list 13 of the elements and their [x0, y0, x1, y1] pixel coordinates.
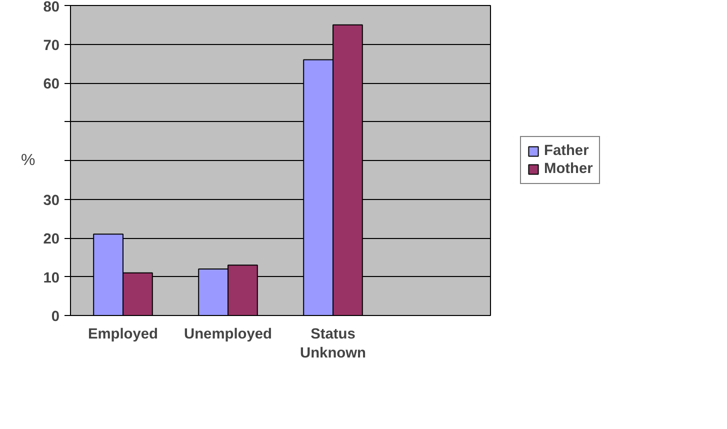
y-tick-label: 10 — [43, 270, 60, 286]
legend-label: Mother — [544, 161, 593, 177]
y-tick-label: 20 — [43, 232, 60, 248]
x-tick-label: Employed — [88, 326, 158, 342]
y-tick-label: 0 — [51, 309, 60, 325]
y-axis-title: % — [20, 152, 36, 169]
x-tick-label: Unemployed — [184, 326, 272, 342]
y-tick-label: 80 — [43, 0, 60, 16]
legend-label: Father — [544, 143, 589, 159]
y-tick-label: 70 — [43, 38, 60, 54]
y-tick-label: 60 — [43, 76, 60, 92]
y-tick-label: 30 — [43, 192, 60, 209]
x-tick-label: Status Unknown — [300, 326, 366, 362]
